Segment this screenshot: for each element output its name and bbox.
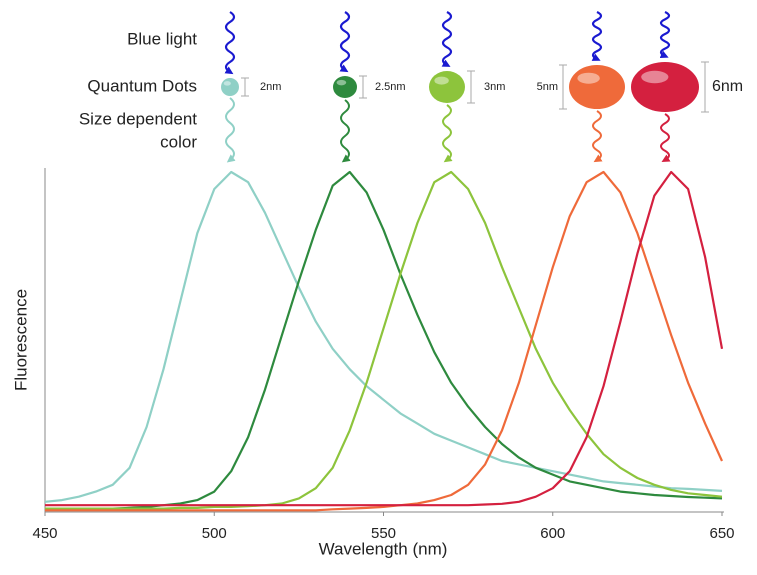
quantum-dot xyxy=(569,65,625,109)
dot-highlight xyxy=(434,77,448,85)
quantum-dot xyxy=(429,71,465,103)
spectrum-line xyxy=(45,172,722,509)
quantum-dot xyxy=(333,76,357,98)
x-axis-label: Wavelength (nm) xyxy=(319,539,448,558)
dot-size-label: 2nm xyxy=(260,81,281,93)
dot-size-label: 3nm xyxy=(484,81,505,93)
dot-highlight xyxy=(224,81,231,86)
annotation: Blue light xyxy=(127,29,197,48)
excitation-arrow xyxy=(593,12,601,59)
annotation: Size dependent xyxy=(79,109,197,128)
spectrum-line xyxy=(45,172,722,509)
spectrum-line xyxy=(45,172,722,510)
excitation-arrow xyxy=(226,12,234,72)
excitation-arrow xyxy=(661,12,669,56)
x-tick-label: 600 xyxy=(540,525,565,542)
excitation-arrow xyxy=(341,12,349,70)
dot-size-label: 5nm xyxy=(537,81,558,93)
x-tick-label: 550 xyxy=(371,525,396,542)
emission-arrow xyxy=(661,114,669,160)
dot-size-label: 2.5nm xyxy=(375,81,406,93)
excitation-arrow xyxy=(443,12,451,65)
annotation: color xyxy=(160,132,197,151)
dot-highlight xyxy=(337,80,347,86)
emission-arrow xyxy=(593,111,601,160)
emission-arrow xyxy=(443,105,451,160)
x-tick-label: 500 xyxy=(202,525,227,542)
dot-highlight xyxy=(641,71,668,84)
annotation: Quantum Dots xyxy=(87,76,197,95)
dot-size-label: 6nm xyxy=(712,78,743,95)
dot-highlight xyxy=(577,73,599,84)
quantum-dot xyxy=(631,62,699,112)
y-axis-label: Fluorescence xyxy=(11,289,30,391)
spectrum-line xyxy=(45,172,722,502)
quantum-dot xyxy=(221,78,239,96)
emission-arrow xyxy=(341,100,349,160)
x-tick-label: 650 xyxy=(709,525,734,542)
spectrum-line xyxy=(45,172,722,505)
x-tick-label: 450 xyxy=(32,525,57,542)
chart: Blue light Quantum Dots Size dependent c… xyxy=(0,0,757,570)
emission-arrow xyxy=(226,98,234,160)
